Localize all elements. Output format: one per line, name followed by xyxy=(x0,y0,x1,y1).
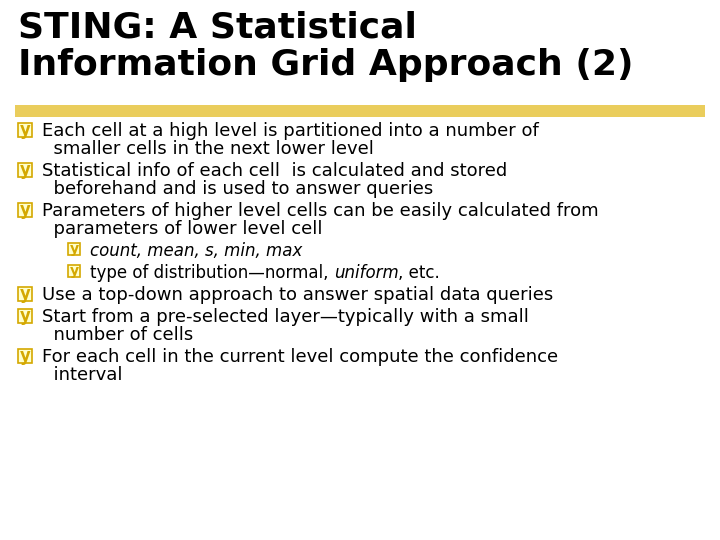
Bar xyxy=(68,243,80,255)
Text: interval: interval xyxy=(42,366,122,384)
Text: y: y xyxy=(19,161,30,179)
Text: Start from a pre-selected layer—typically with a small: Start from a pre-selected layer—typicall… xyxy=(42,308,529,326)
Bar xyxy=(15,105,705,117)
Text: Parameters of higher level cells can be easily calculated from: Parameters of higher level cells can be … xyxy=(42,202,598,220)
Bar xyxy=(68,265,80,277)
Bar xyxy=(18,203,32,217)
Text: type of distribution—normal,: type of distribution—normal, xyxy=(90,264,334,282)
Text: y: y xyxy=(19,285,30,303)
Text: y: y xyxy=(19,201,30,219)
Bar xyxy=(18,349,32,363)
Text: y: y xyxy=(69,264,78,278)
Text: parameters of lower level cell: parameters of lower level cell xyxy=(42,220,323,238)
Text: y: y xyxy=(19,347,30,365)
Text: Each cell at a high level is partitioned into a number of: Each cell at a high level is partitioned… xyxy=(42,122,539,140)
Text: For each cell in the current level compute the confidence: For each cell in the current level compu… xyxy=(42,348,558,366)
Text: , etc.: , etc. xyxy=(398,264,440,282)
Text: smaller cells in the next lower level: smaller cells in the next lower level xyxy=(42,140,374,158)
Text: STING: A Statistical: STING: A Statistical xyxy=(18,10,417,44)
Text: count, mean, s, min, max: count, mean, s, min, max xyxy=(90,242,302,260)
Bar xyxy=(18,287,32,301)
Bar xyxy=(18,163,32,177)
Text: uniform: uniform xyxy=(334,264,398,282)
Text: Use a top-down approach to answer spatial data queries: Use a top-down approach to answer spatia… xyxy=(42,286,553,304)
Text: y: y xyxy=(69,242,78,256)
Text: y: y xyxy=(19,121,30,139)
Text: y: y xyxy=(19,307,30,325)
Text: Information Grid Approach (2): Information Grid Approach (2) xyxy=(18,48,634,82)
Text: number of cells: number of cells xyxy=(42,326,193,344)
Text: beforehand and is used to answer queries: beforehand and is used to answer queries xyxy=(42,180,433,198)
Bar xyxy=(18,309,32,323)
Text: Statistical info of each cell  is calculated and stored: Statistical info of each cell is calcula… xyxy=(42,162,508,180)
Bar xyxy=(18,123,32,137)
